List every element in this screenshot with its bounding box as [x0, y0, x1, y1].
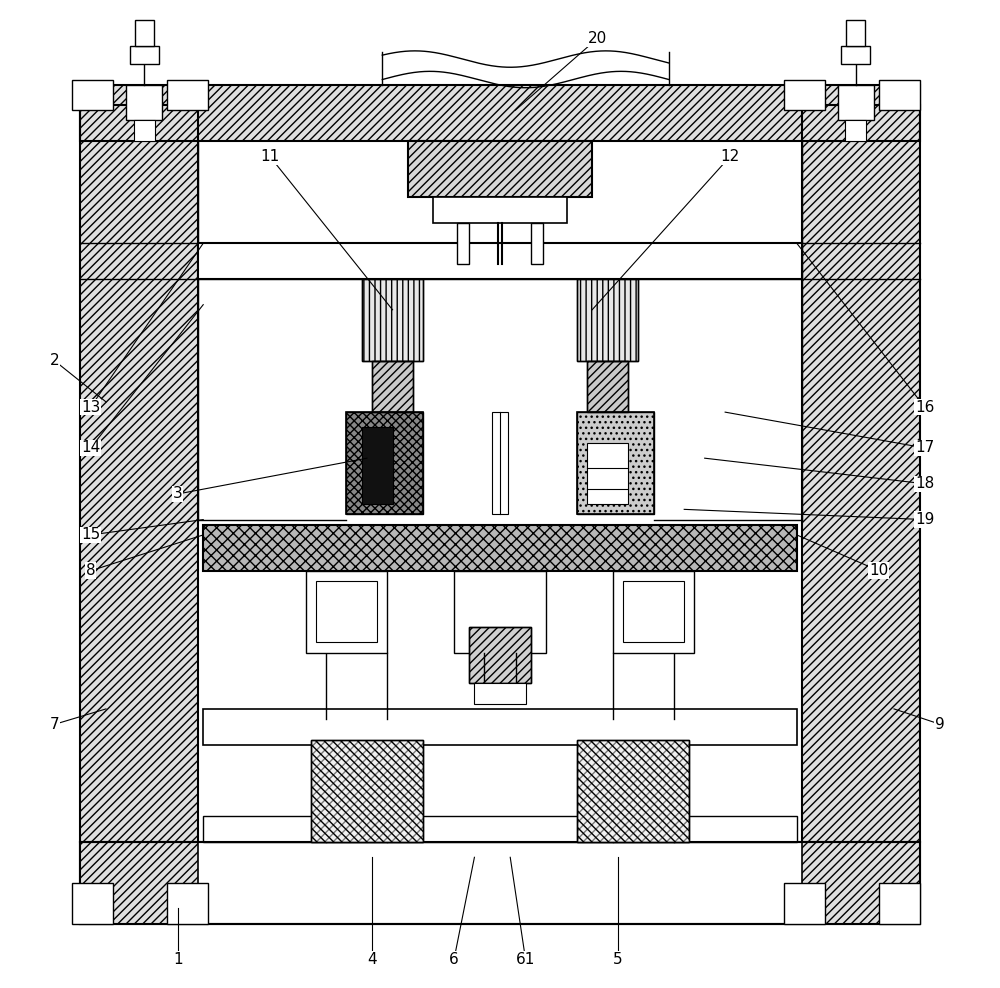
Text: 17: 17: [915, 441, 934, 455]
Bar: [306, 571, 387, 653]
Bar: [577, 740, 689, 842]
Text: 1: 1: [173, 952, 182, 967]
Bar: [577, 740, 689, 842]
Bar: [362, 428, 393, 504]
Bar: [80, 842, 920, 924]
Bar: [469, 627, 531, 684]
Bar: [134, 121, 155, 141]
Text: 12: 12: [721, 149, 740, 164]
Bar: [457, 223, 469, 264]
Bar: [784, 79, 825, 111]
Bar: [587, 361, 628, 412]
Bar: [846, 20, 865, 45]
Bar: [531, 223, 543, 264]
Bar: [203, 709, 797, 745]
Text: 2: 2: [50, 354, 60, 369]
Bar: [433, 198, 567, 223]
Bar: [167, 883, 208, 924]
Bar: [80, 842, 198, 924]
Text: 19: 19: [915, 512, 934, 527]
Text: 7: 7: [50, 716, 60, 732]
Bar: [408, 141, 592, 198]
Bar: [784, 883, 825, 924]
Bar: [80, 85, 920, 141]
Bar: [311, 740, 423, 842]
Bar: [474, 684, 526, 703]
Bar: [72, 883, 113, 924]
Bar: [577, 412, 654, 515]
Bar: [80, 842, 920, 924]
Bar: [346, 412, 423, 515]
Bar: [613, 571, 694, 653]
Bar: [198, 243, 802, 279]
Bar: [362, 279, 423, 361]
Bar: [372, 361, 413, 412]
Bar: [72, 79, 113, 111]
Text: 20: 20: [588, 31, 607, 46]
Text: 14: 14: [81, 441, 100, 455]
Bar: [203, 525, 797, 571]
Bar: [126, 85, 162, 121]
Bar: [362, 279, 423, 361]
Bar: [203, 525, 797, 571]
Bar: [577, 279, 638, 361]
Bar: [80, 105, 198, 842]
Bar: [802, 105, 920, 842]
Bar: [80, 85, 920, 141]
Text: 13: 13: [81, 399, 100, 415]
Text: 15: 15: [81, 528, 100, 542]
Bar: [372, 361, 413, 412]
Text: 6: 6: [449, 952, 459, 967]
Bar: [587, 361, 628, 412]
Text: 4: 4: [367, 952, 377, 967]
Bar: [841, 45, 870, 64]
Bar: [577, 279, 638, 361]
Bar: [311, 740, 423, 842]
Bar: [130, 45, 159, 64]
Bar: [311, 740, 423, 842]
Bar: [577, 740, 689, 842]
Bar: [802, 105, 920, 842]
Text: 11: 11: [260, 149, 279, 164]
Text: 18: 18: [915, 476, 934, 491]
Bar: [454, 571, 546, 653]
Bar: [879, 79, 920, 111]
Text: 61: 61: [516, 952, 535, 967]
Bar: [577, 412, 654, 515]
Bar: [135, 20, 154, 45]
Bar: [80, 105, 198, 842]
Text: 9: 9: [935, 716, 945, 732]
Text: 5: 5: [613, 952, 623, 967]
Bar: [845, 121, 866, 141]
Bar: [316, 581, 377, 642]
Bar: [408, 141, 592, 198]
Bar: [802, 842, 920, 924]
Text: 10: 10: [869, 563, 888, 578]
Bar: [492, 412, 508, 515]
Bar: [587, 443, 628, 504]
Bar: [167, 79, 208, 111]
Bar: [203, 816, 797, 842]
Bar: [879, 883, 920, 924]
Text: 3: 3: [173, 486, 183, 502]
Text: 8: 8: [86, 563, 95, 578]
Bar: [838, 85, 874, 121]
Bar: [346, 412, 423, 515]
Bar: [469, 627, 531, 684]
Bar: [623, 581, 684, 642]
Text: 16: 16: [915, 399, 934, 415]
